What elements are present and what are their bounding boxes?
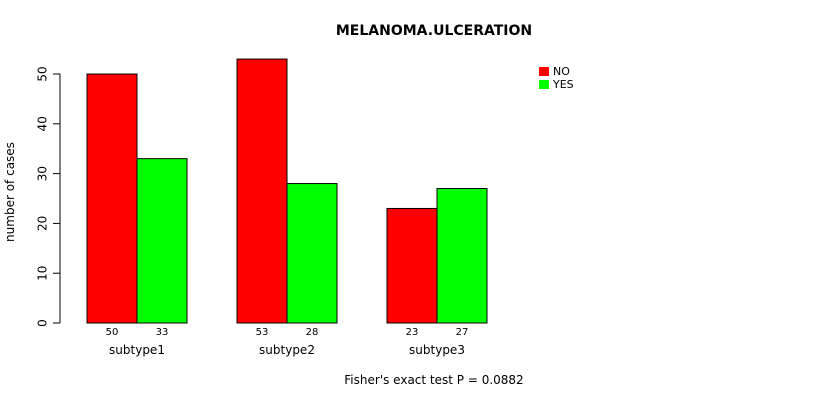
bar-value-label: 23 [406,327,419,338]
category-label-subtype1: subtype1 [109,343,165,357]
chart-title: MELANOMA.ULCERATION [336,23,532,39]
category-label-subtype2: subtype2 [259,343,315,357]
bar-yes-subtype2 [286,183,338,324]
bar-value-label: 33 [156,327,169,338]
bar-value-label: 53 [256,327,269,338]
legend-label-no: NO [553,65,570,78]
bar-no-subtype2 [236,58,288,324]
fisher-test-caption: Fisher's exact test P = 0.0882 [344,373,523,387]
y-tick-label: 30 [36,166,50,181]
bar-yes-subtype1 [136,158,188,324]
bar-no-subtype1 [86,73,138,324]
bars-group: 50 33 subtype1 53 28 subtype2 23 27 subtype3 [86,58,488,357]
y-tick-label: 0 [36,319,50,327]
y-tick-label: 40 [36,116,50,131]
legend-swatch-no [539,67,549,76]
y-axis: 0 10 20 30 40 50 [36,66,61,327]
y-tick-label: 50 [36,66,50,81]
bar-yes-subtype3 [436,188,488,324]
bar-value-label: 28 [306,327,319,338]
legend-label-yes: YES [552,78,574,91]
bar-no-subtype3 [386,207,438,324]
legend-swatch-yes [539,80,549,89]
category-label-subtype3: subtype3 [409,343,465,357]
y-tick-label: 20 [36,216,50,231]
y-tick-label: 10 [36,266,50,281]
bar-value-label: 50 [106,327,119,338]
bar-value-label: 27 [456,327,469,338]
y-axis-label: number of cases [3,142,17,242]
